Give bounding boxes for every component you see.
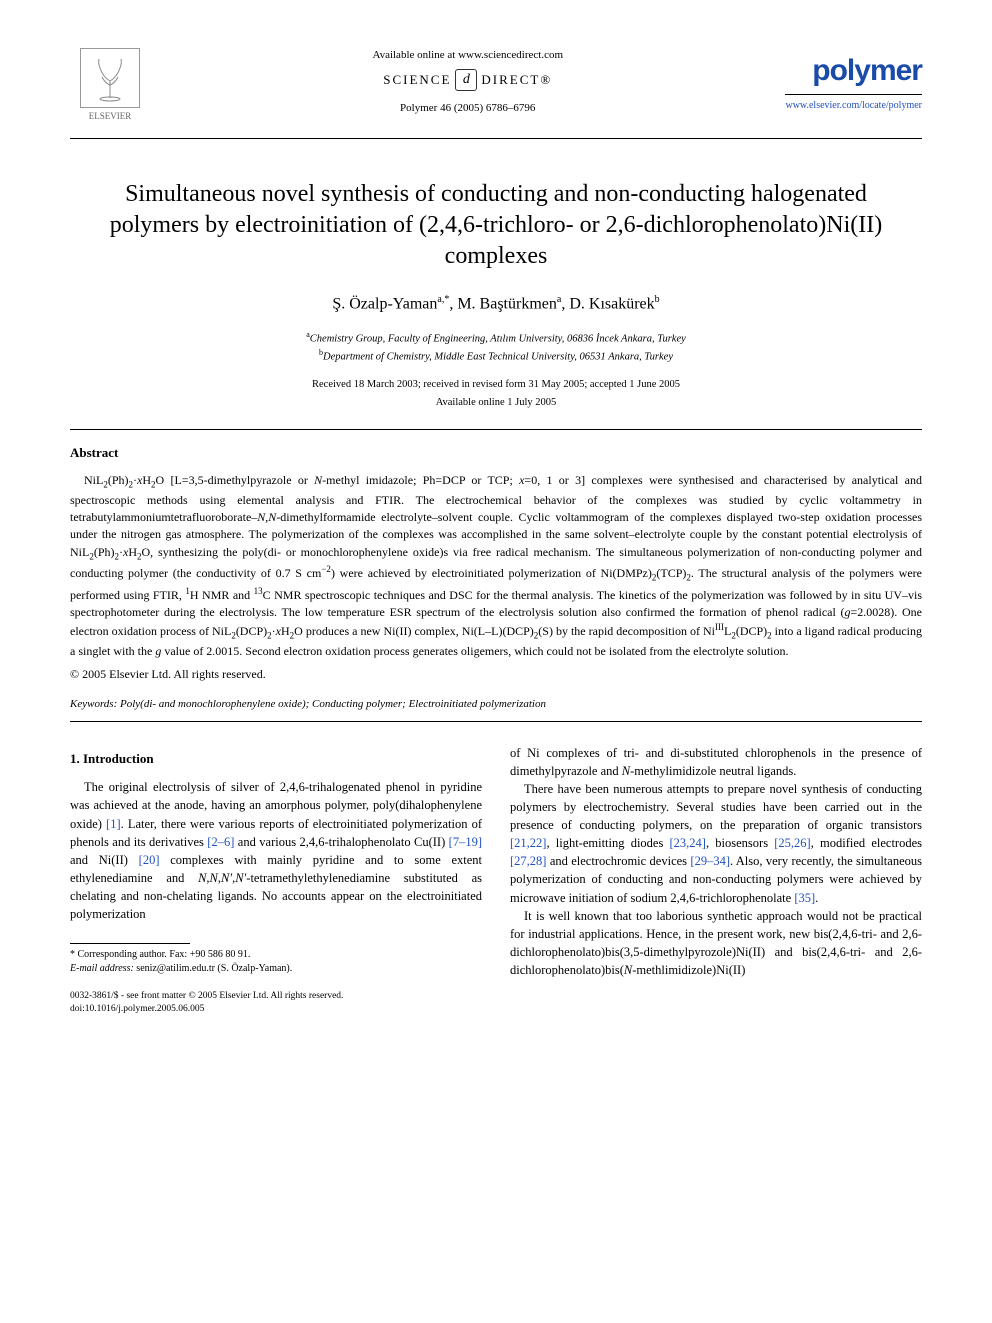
center-header: Available online at www.sciencedirect.co… — [150, 40, 785, 117]
keywords: Keywords: Poly(di- and monochlorophenyle… — [70, 697, 922, 712]
body-columns: 1. Introduction The original electrolysi… — [70, 744, 922, 1016]
elsevier-logo: ELSEVIER — [70, 40, 150, 130]
article-title: Simultaneous novel synthesis of conducti… — [90, 179, 902, 273]
section-1-heading: 1. Introduction — [70, 750, 482, 769]
keywords-label: Keywords: — [70, 698, 117, 710]
available-online-text: Available online at www.sciencedirect.co… — [150, 48, 785, 63]
doi-line: doi:10.1016/j.polymer.2005.06.005 — [70, 1003, 482, 1015]
science-direct-logo: SCIENCE d DIRECT® — [150, 69, 785, 91]
journal-divider — [785, 94, 922, 95]
footer-notes: 0032-3861/$ - see front matter © 2005 El… — [70, 990, 482, 1015]
email-line: E-mail address: seniz@atilim.edu.tr (S. … — [70, 962, 482, 976]
header-row: ELSEVIER Available online at www.science… — [70, 40, 922, 130]
front-matter-line: 0032-3861/$ - see front matter © 2005 El… — [70, 990, 482, 1002]
sd-left: SCIENCE — [383, 71, 451, 89]
intro-paragraph-right-1: of Ni complexes of tri- and di-substitut… — [510, 744, 922, 780]
online-date: Available online 1 July 2005 — [70, 396, 922, 411]
intro-paragraph-right-3: It is well known that too laborious synt… — [510, 907, 922, 980]
journal-logo-block: polymer www.elsevier.com/locate/polymer — [785, 40, 922, 113]
left-column: 1. Introduction The original electrolysi… — [70, 744, 482, 1016]
footnotes: * Corresponding author. Fax: +90 586 80 … — [70, 948, 482, 976]
elsevier-tree-icon — [80, 48, 140, 108]
abstract-copyright: © 2005 Elsevier Ltd. All rights reserved… — [70, 666, 922, 683]
sd-right: DIRECT® — [481, 71, 552, 89]
email-address[interactable]: seniz@atilim.edu.tr (S. Özalp-Yaman). — [136, 963, 292, 974]
abstract-heading: Abstract — [70, 444, 922, 462]
intro-paragraph-left: The original electrolysis of silver of 2… — [70, 778, 482, 923]
journal-link[interactable]: www.elsevier.com/locate/polymer — [785, 99, 922, 113]
journal-reference: Polymer 46 (2005) 6786–6796 — [150, 101, 785, 116]
keywords-text: Poly(di- and monochlorophenylene oxide);… — [120, 698, 546, 710]
corresponding-author-note: * Corresponding author. Fax: +90 586 80 … — [70, 948, 482, 962]
footnote-separator — [70, 943, 190, 944]
received-dates: Received 18 March 2003; received in revi… — [70, 378, 922, 393]
affiliation-a: aChemistry Group, Faculty of Engineering… — [70, 329, 922, 347]
journal-name: polymer — [785, 50, 922, 92]
authors: Ş. Özalp-Yamana,*, M. Baştürkmena, D. Kı… — [70, 293, 922, 316]
email-label: E-mail address: — [70, 963, 134, 974]
abstract-top-divider — [70, 429, 922, 430]
abstract-text: NiL2(Ph)2·xH2O [L=3,5-dimethylpyrazole o… — [70, 472, 922, 660]
affiliation-b: bDepartment of Chemistry, Middle East Te… — [70, 347, 922, 365]
right-column: of Ni complexes of tri- and di-substitut… — [510, 744, 922, 1016]
header-divider — [70, 138, 922, 139]
intro-paragraph-right-2: There have been numerous attempts to pre… — [510, 780, 922, 907]
paper-page: ELSEVIER Available online at www.science… — [0, 0, 992, 1045]
elsevier-label: ELSEVIER — [89, 110, 132, 123]
affiliations: aChemistry Group, Faculty of Engineering… — [70, 329, 922, 365]
sd-at-icon: d — [455, 69, 477, 91]
keywords-divider — [70, 721, 922, 722]
